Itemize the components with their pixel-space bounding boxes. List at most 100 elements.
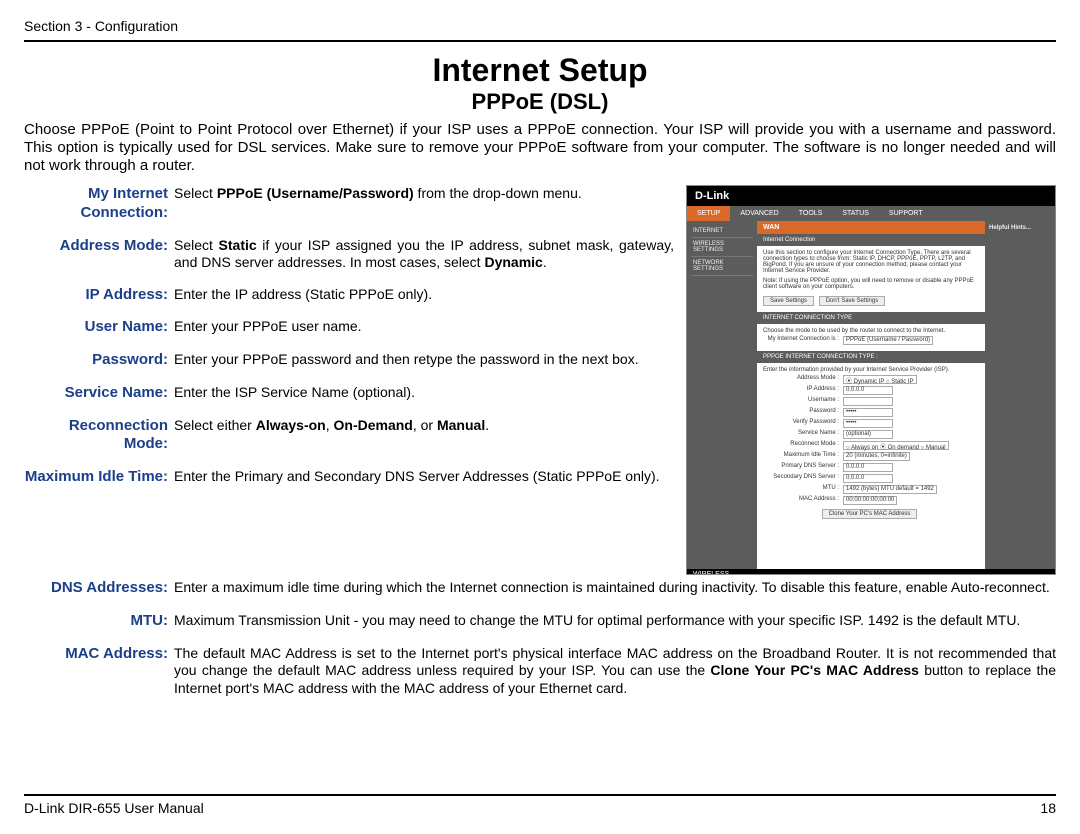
- definition-label: Reconnection Mode:: [24, 417, 174, 469]
- screenshot-ict-text: Choose the mode to be used by the router…: [763, 328, 979, 334]
- screenshot-field-label: Reconnect Mode :: [763, 441, 843, 450]
- definition-desc: Enter a maximum idle time during which t…: [174, 579, 1056, 612]
- screenshot-tab: SUPPORT: [879, 206, 933, 221]
- screenshot-field-row: Maximum Idle Time :20 (minutes, 0=infini…: [763, 452, 979, 461]
- definition-table-full: DNS Addresses:Enter a maximum idle time …: [24, 579, 1056, 711]
- screenshot-field-row: MAC Address :00:00:00:00:00:00: [763, 496, 979, 505]
- definition-desc: Enter your PPPoE user name.: [174, 318, 674, 351]
- screenshot-field-label: IP Address :: [763, 386, 843, 395]
- definition-label: IP Address:: [24, 286, 174, 319]
- definition-desc: The default MAC Address is set to the In…: [174, 645, 1056, 712]
- screenshot-field-value: 00:00:00:00:00:00: [843, 496, 897, 505]
- definition-desc: Enter the Primary and Secondary DNS Serv…: [174, 468, 674, 501]
- header-divider: [24, 40, 1056, 42]
- screenshot-field-label: Password :: [763, 408, 843, 417]
- definitions-full: DNS Addresses:Enter a maximum idle time …: [24, 579, 1056, 711]
- section-header: Section 3 - Configuration: [24, 18, 1056, 34]
- screenshot-tab: STATUS: [832, 206, 879, 221]
- screenshot-field-value: 1492 (bytes) MTU default = 1492: [843, 485, 937, 494]
- definition-label: DNS Addresses:: [24, 579, 174, 612]
- definition-desc: Select Static if your ISP assigned you t…: [174, 237, 674, 286]
- screenshot-field-row: Service Name :(optional): [763, 430, 979, 439]
- screenshot-field-value: 0.0.0.0: [843, 386, 893, 395]
- page-subtitle: PPPoE (DSL): [24, 89, 1056, 115]
- screenshot-fields: Address Mode :⦿ Dynamic IP ○ Static IPIP…: [763, 375, 979, 505]
- screenshot-ic-note: Note: If using the PPPoE option, you wil…: [763, 278, 979, 290]
- screenshot-field-label: MTU :: [763, 485, 843, 494]
- screenshot-field-value: [843, 397, 893, 406]
- footer-left: D-Link DIR-655 User Manual: [24, 800, 204, 816]
- definition-label: My Internet Connection:: [24, 185, 174, 237]
- screenshot-brand: D-Link: [687, 186, 1055, 206]
- screenshot-field-value: (optional): [843, 430, 893, 439]
- definition-table-top: My Internet Connection:Select PPPoE (Use…: [24, 185, 674, 501]
- definition-desc: Select either Always-on, On-Demand, or M…: [174, 417, 674, 469]
- definition-desc: Enter the ISP Service Name (optional).: [174, 384, 674, 417]
- screenshot-field-row: MTU :1492 (bytes) MTU default = 1492: [763, 485, 979, 494]
- screenshot-field-value: 0.0.0.0: [843, 463, 893, 472]
- screenshot-field-label: Maximum Idle Time :: [763, 452, 843, 461]
- definition-desc: Enter your PPPoE password and then retyp…: [174, 351, 674, 384]
- page-footer: D-Link DIR-655 User Manual 18: [24, 794, 1056, 816]
- screenshot-ict-value: PPPoE (Username / Password): [843, 336, 933, 345]
- screenshot-ic-head: Internet Connection: [757, 234, 985, 246]
- screenshot-right-head: Helpful Hints...: [989, 225, 1031, 231]
- screenshot-right-panel: Helpful Hints...: [985, 221, 1055, 569]
- screenshot-field-value: ⦿ Dynamic IP ○ Static IP: [843, 375, 917, 384]
- footer-right: 18: [1040, 800, 1056, 816]
- screenshot-field-label: Service Name :: [763, 430, 843, 439]
- definition-desc: Maximum Transmission Unit - you may need…: [174, 612, 1056, 645]
- definition-label: MTU:: [24, 612, 174, 645]
- screenshot-field-value: ○ Always on ⦿ On demand ○ Manual: [843, 441, 949, 450]
- definition-label: Maximum Idle Time:: [24, 468, 174, 501]
- screenshot-tab: SETUP: [687, 206, 730, 221]
- screenshot-tab: ADVANCED: [730, 206, 788, 221]
- definition-label: User Name:: [24, 318, 174, 351]
- definition-desc: Select PPPoE (Username/Password) from th…: [174, 185, 674, 237]
- screenshot-field-row: Verify Password :•••••: [763, 419, 979, 428]
- screenshot-ict-head: INTERNET CONNECTION TYPE: [757, 312, 985, 324]
- screenshot-field-value: •••••: [843, 419, 893, 428]
- screenshot-pict-text: Enter the information provided by your I…: [763, 367, 979, 373]
- screenshot-field-value: 20 (minutes, 0=infinite): [843, 452, 910, 461]
- definition-desc: Enter the IP address (Static PPPoE only)…: [174, 286, 674, 319]
- screenshot-pict-head: PPPOE INTERNET CONNECTION TYPE :: [757, 351, 985, 363]
- screenshot-field-value: •••••: [843, 408, 893, 417]
- screenshot-field-row: Address Mode :⦿ Dynamic IP ○ Static IP: [763, 375, 979, 384]
- screenshot-field-label: Primary DNS Server :: [763, 463, 843, 472]
- page-title: Internet Setup: [24, 52, 1056, 89]
- intro-paragraph: Choose PPPoE (Point to Point Protocol ov…: [24, 121, 1056, 175]
- screenshot-left-item: NETWORK SETTINGS: [691, 257, 753, 276]
- screenshot-bottom: WIRELESS: [687, 569, 1055, 575]
- screenshot-field-label: Secondary DNS Server :: [763, 474, 843, 483]
- screenshot-field-row: Secondary DNS Server :0.0.0.0: [763, 474, 979, 483]
- screenshot-field-row: Primary DNS Server :0.0.0.0: [763, 463, 979, 472]
- screenshot-field-label: Username :: [763, 397, 843, 406]
- definition-label: MAC Address:: [24, 645, 174, 712]
- screenshot-tabs: SETUPADVANCEDTOOLSSTATUSSUPPORT: [687, 206, 1055, 221]
- screenshot-field-row: Password :•••••: [763, 408, 979, 417]
- screenshot-wan-title: WAN: [757, 221, 985, 234]
- content-row: My Internet Connection:Select PPPoE (Use…: [24, 185, 1056, 575]
- screenshot-clone-button: Clone Your PC's MAC Address: [822, 509, 918, 519]
- screenshot-left-item: WIRELESS SETTINGS: [691, 238, 753, 257]
- router-screenshot: D-Link SETUPADVANCEDTOOLSSTATUSSUPPORT I…: [686, 185, 1056, 575]
- definition-label: Address Mode:: [24, 237, 174, 286]
- screenshot-ic-body: Use this section to configure your Inter…: [757, 246, 985, 312]
- screenshot-tab: TOOLS: [789, 206, 833, 221]
- screenshot-field-label: MAC Address :: [763, 496, 843, 505]
- screenshot-left-item: INTERNET: [691, 225, 753, 238]
- definition-label: Password:: [24, 351, 174, 384]
- screenshot-ict-label: My Internet Connection is :: [763, 336, 843, 345]
- screenshot-left-menu: INTERNETWIRELESS SETTINGSNETWORK SETTING…: [687, 221, 757, 569]
- screenshot-ic-text: Use this section to configure your Inter…: [763, 250, 979, 274]
- screenshot-dont-save-button: Don't Save Settings: [819, 296, 886, 306]
- screenshot-field-row: Reconnect Mode :○ Always on ⦿ On demand …: [763, 441, 979, 450]
- screenshot-field-label: Verify Password :: [763, 419, 843, 428]
- screenshot-field-value: 0.0.0.0: [843, 474, 893, 483]
- screenshot-field-label: Address Mode :: [763, 375, 843, 384]
- definitions-left: My Internet Connection:Select PPPoE (Use…: [24, 185, 674, 575]
- screenshot-save-button: Save Settings: [763, 296, 814, 306]
- screenshot-field-row: IP Address :0.0.0.0: [763, 386, 979, 395]
- definition-label: Service Name:: [24, 384, 174, 417]
